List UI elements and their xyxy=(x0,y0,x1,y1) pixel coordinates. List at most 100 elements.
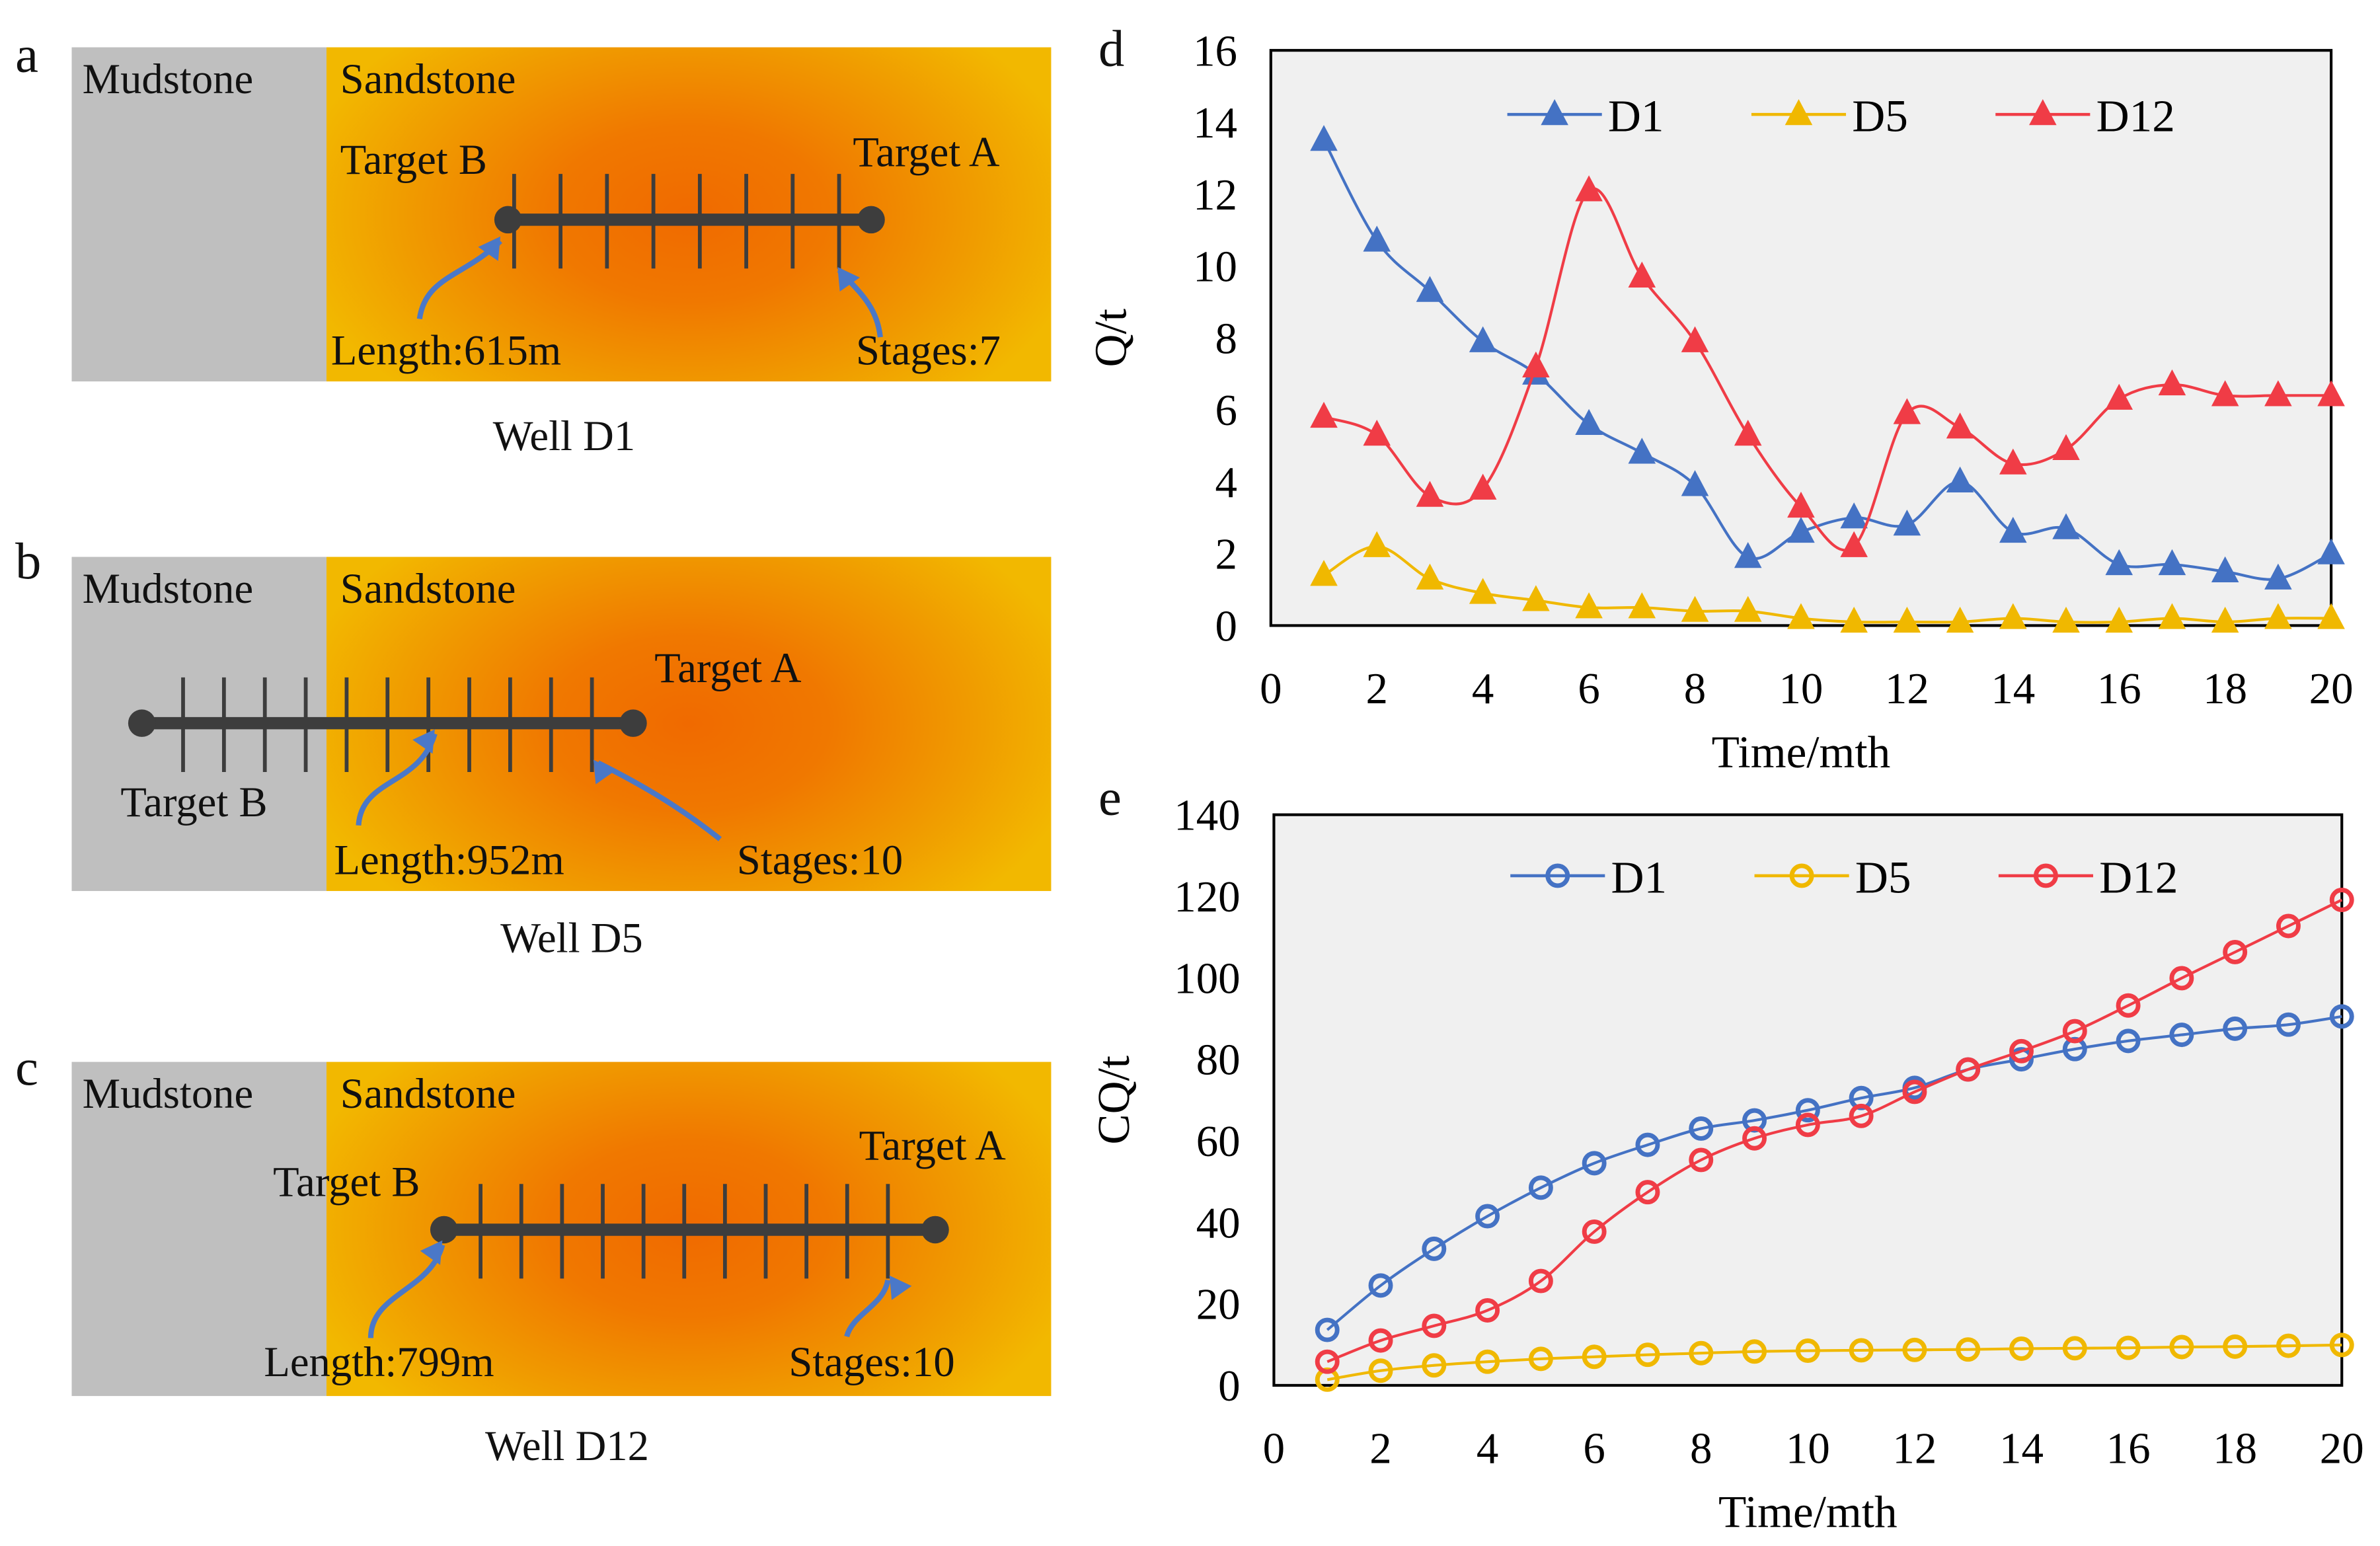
data-point-d12 xyxy=(1787,491,1815,518)
length-label: Length:952m xyxy=(334,837,564,885)
panel-label-c: c xyxy=(15,1040,38,1097)
mudstone-label: Mudstone xyxy=(82,566,254,613)
data-point-d12 xyxy=(1956,1057,1981,1082)
y-tick-label: 100 xyxy=(1174,954,1240,1003)
y-tick-label: 16 xyxy=(1193,26,1237,75)
data-point-d12 xyxy=(1422,1313,1447,1338)
data-point-d12 xyxy=(1368,1328,1393,1353)
wellbore xyxy=(128,677,722,841)
x-tick-label: 18 xyxy=(2213,1424,2257,1473)
y-tick-label: 4 xyxy=(1215,458,1237,507)
well-schematic-d5: Mudstone Sandstone Target B Target A Len… xyxy=(71,557,1052,892)
data-point-d5 xyxy=(1946,606,1974,633)
data-point-d5 xyxy=(1849,1338,1874,1363)
y-tick-label: 40 xyxy=(1196,1198,1241,1247)
data-point-d5 xyxy=(1999,603,2027,629)
y-axis-label: CQ/t xyxy=(1088,1056,1139,1145)
data-point-d1 xyxy=(1999,516,2027,543)
x-tick-label: 2 xyxy=(1366,664,1388,713)
data-point-d12 xyxy=(1849,1103,1874,1128)
x-tick-label: 10 xyxy=(1779,664,1823,713)
legend-marker-d5 xyxy=(1789,863,1814,888)
y-tick-label: 8 xyxy=(1215,314,1237,363)
data-point-d1 xyxy=(1893,510,1921,536)
x-tick-label: 14 xyxy=(1991,664,2035,713)
mudstone-label: Mudstone xyxy=(82,56,254,104)
data-point-d1 xyxy=(1628,438,1656,464)
legend-marker-d12 xyxy=(2033,863,2058,888)
x-tick-label: 20 xyxy=(2320,1424,2364,1473)
y-tick-label: 14 xyxy=(1193,98,1237,147)
data-point-d12 xyxy=(1742,1126,1767,1151)
target-b-marker xyxy=(128,709,156,737)
length-label: Length:799m xyxy=(264,1339,494,1387)
arrow-head-icon xyxy=(478,236,501,261)
data-point-d5 xyxy=(1635,1342,1660,1368)
panel-label-b: b xyxy=(15,533,42,591)
data-point-d12 xyxy=(2158,369,2186,396)
data-point-d1 xyxy=(2009,1047,2034,1072)
data-point-d1 xyxy=(1528,1175,1553,1200)
data-point-d5 xyxy=(1422,1353,1447,1378)
stages-label: Stages:10 xyxy=(788,1339,955,1387)
data-point-d5 xyxy=(2317,603,2345,629)
y-tick-label: 80 xyxy=(1196,1036,1241,1085)
data-point-d12 xyxy=(1315,1349,1340,1374)
data-point-d12 xyxy=(1689,1147,1714,1173)
caption-well-d12: Well D12 xyxy=(485,1423,649,1471)
data-point-d5 xyxy=(1742,1339,1767,1364)
data-point-d5 xyxy=(2329,1333,2354,1358)
data-point-d1 xyxy=(1635,1132,1660,1157)
panel-label-d: d xyxy=(1098,21,1125,78)
data-point-d12 xyxy=(2052,434,2080,461)
x-tick-label: 8 xyxy=(1684,664,1706,713)
target-a-label: Target A xyxy=(859,1122,1006,1171)
data-point-d5 xyxy=(1795,1338,1820,1363)
data-point-d5 xyxy=(1575,592,1603,619)
data-point-d1 xyxy=(1315,1317,1340,1342)
data-point-d1 xyxy=(1795,1098,1820,1123)
arrow-head-icon xyxy=(412,729,435,754)
data-point-d1 xyxy=(1368,1273,1393,1298)
data-point-d1 xyxy=(2105,549,2133,576)
data-point-d5 xyxy=(2276,1333,2301,1358)
data-point-d1 xyxy=(1363,225,1391,252)
data-point-d12 xyxy=(1681,326,1709,352)
data-point-d5 xyxy=(2264,603,2292,629)
data-point-d12 xyxy=(2276,913,2301,939)
data-point-d12 xyxy=(2317,380,2345,406)
data-point-d12 xyxy=(2169,966,2194,991)
x-tick-label: 16 xyxy=(2106,1424,2151,1473)
mudstone-zone xyxy=(71,1062,326,1397)
target-b-marker xyxy=(430,1216,458,1244)
data-point-d12 xyxy=(1475,1298,1500,1323)
data-point-d5 xyxy=(2211,606,2239,633)
data-point-d1 xyxy=(1734,541,1762,568)
arrow-head-icon xyxy=(837,266,860,292)
data-point-d5 xyxy=(1689,1340,1714,1366)
length-label: Length:615m xyxy=(330,328,562,375)
chart-cumulative-production: 0 20 40 60 80 100 120 140 0 2 4 6 8 10 12 14 16 18 20 Time/… xyxy=(1088,791,2364,1537)
data-point-d1 xyxy=(1422,1236,1447,1261)
well-schematic-d12: Mudstone Sandstone Target B Target A Len… xyxy=(71,1062,1052,1397)
data-point-d1 xyxy=(2264,563,2292,590)
caption-well-d1: Well D1 xyxy=(492,413,636,461)
target-a-marker xyxy=(857,206,885,234)
target-a-label: Target A xyxy=(654,645,802,693)
data-point-d5 xyxy=(1310,560,1338,586)
y-tick-label: 0 xyxy=(1218,1362,1240,1411)
data-point-d1 xyxy=(1946,466,1974,493)
well-schematic-d1: Mudstone Sandstone Target B Target A Len… xyxy=(71,47,1052,382)
target-b-label: Target B xyxy=(340,137,487,185)
data-point-d1 xyxy=(1469,326,1497,352)
data-point-d5 xyxy=(1368,1358,1393,1383)
legend-marker-d5 xyxy=(1785,99,1813,126)
wellbore xyxy=(416,174,885,338)
data-point-d1 xyxy=(2329,1004,2354,1029)
x-tick-label: 16 xyxy=(2097,664,2141,713)
x-tick-label: 18 xyxy=(2203,664,2247,713)
target-a-marker xyxy=(619,709,647,737)
data-point-d1 xyxy=(1310,125,1338,151)
data-point-d12 xyxy=(1310,401,1338,428)
data-point-d5 xyxy=(2116,1335,2141,1360)
